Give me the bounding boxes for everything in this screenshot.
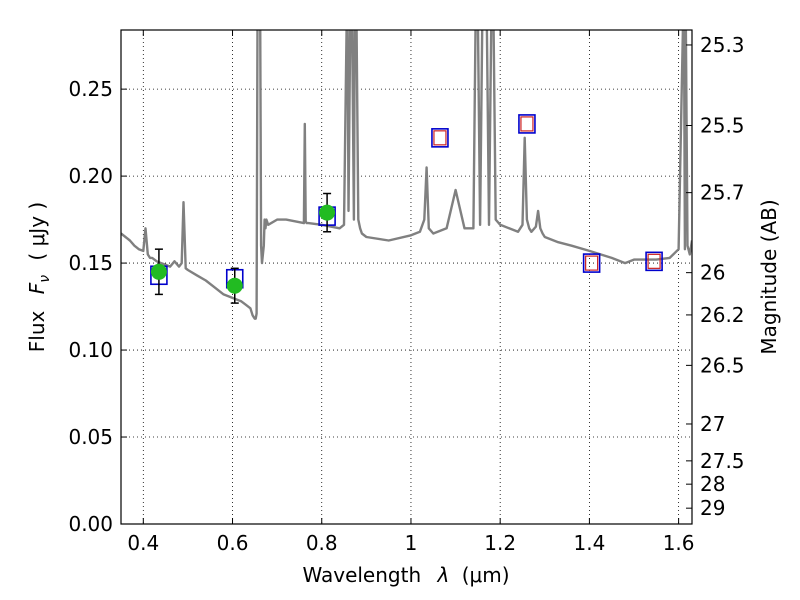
y2-axis-label: Magnitude (AB) [757, 199, 781, 354]
model-box-marker [645, 251, 663, 272]
detection-point [150, 263, 167, 280]
x-ticks: 0.4 0.6 0.8 1 1.2 1.4 1.6 [127, 30, 695, 555]
x-tick-label: 0.8 [306, 531, 338, 555]
model-box-marker [582, 253, 601, 273]
spectrum-layer [121, 30, 692, 320]
spectrum-line [121, 30, 692, 320]
upper-limit-marker [585, 255, 599, 271]
x-tick-label: 1.6 [663, 531, 695, 555]
plot-frame [120, 29, 693, 525]
magnitude-tick-label: 26.2 [700, 303, 745, 327]
magnitude-tick-label: 25.5 [700, 113, 745, 137]
model-box-marker [431, 128, 449, 148]
magnitude-tick-label: 28 [700, 472, 725, 496]
upper-limit-marker [520, 116, 534, 132]
upper-limit-marker [433, 130, 447, 146]
y-tick-label: 0.15 [68, 251, 113, 275]
y-tick-label: 0.00 [68, 512, 113, 536]
magnitude-tick-label: 25.7 [700, 181, 745, 205]
y-axis-label: Flux Fν ( μJy ) [25, 202, 54, 352]
magnitude-tick-label: 26 [700, 261, 725, 285]
x-tick-label: 1 [405, 531, 418, 555]
x-tick-label: 0.6 [217, 531, 249, 555]
detection-point [226, 277, 243, 294]
magnitude-tick-label: 27 [700, 412, 725, 436]
points-layer [150, 114, 663, 304]
magnitude-tick-label: 27.5 [700, 449, 745, 473]
magnitude-tick-label: 29 [700, 496, 725, 520]
grid [121, 30, 692, 524]
magnitude-tick-label: 25.3 [700, 33, 745, 57]
magnitude-tick-label: 26.5 [700, 353, 745, 377]
x-tick-label: 1.4 [573, 531, 605, 555]
y-tick-label: 0.20 [68, 164, 113, 188]
model-box-marker [518, 114, 536, 134]
y-tick-label: 0.25 [68, 77, 113, 101]
y-ticks: 0.00 0.05 0.10 0.15 0.20 0.25 [68, 77, 127, 536]
x-axis-label: Wavelength λ (μm) [302, 563, 509, 587]
x-tick-label: 0.4 [127, 531, 159, 555]
detection-point [319, 204, 336, 221]
y-tick-label: 0.05 [68, 425, 113, 449]
upper-limit-marker [647, 253, 661, 269]
y-tick-label: 0.10 [68, 338, 113, 362]
x-tick-label: 1.2 [484, 531, 516, 555]
